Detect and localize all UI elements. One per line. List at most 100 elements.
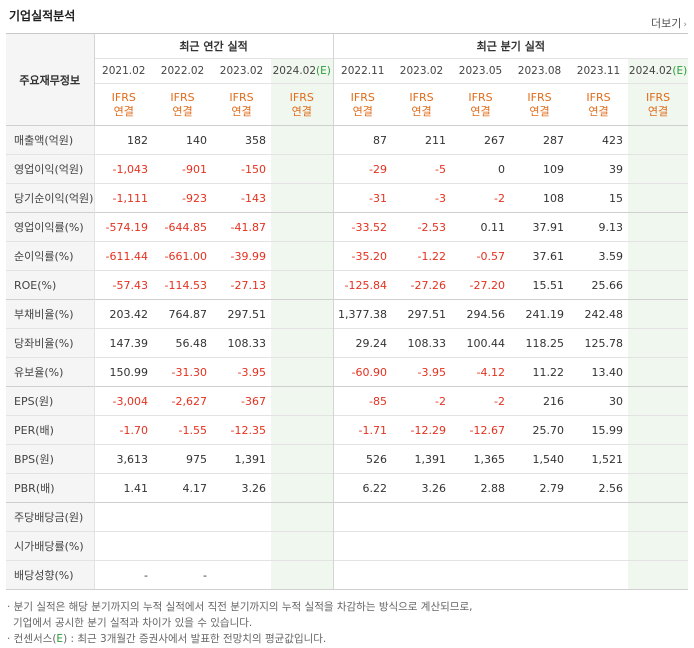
table-cell	[628, 299, 689, 329]
period-header: 2023.02	[212, 58, 271, 84]
table-cell	[94, 531, 153, 561]
ifrs-text: IFRS	[527, 90, 552, 104]
table-cell: -611.44	[94, 241, 153, 271]
table-row: PBR(배) 1.41 4.17 3.26 6.22 3.26 2.88 2.79 2.56	[6, 473, 689, 503]
table-cell	[569, 531, 629, 561]
table-cell: -27.26	[392, 270, 452, 300]
table-cell: -5	[392, 154, 452, 184]
table-cell	[451, 502, 511, 532]
table-cell: 15	[569, 183, 629, 213]
table-cell	[628, 241, 689, 271]
ifrs-label: IFRS 연결	[392, 83, 452, 126]
table-cell: -367	[212, 386, 271, 416]
table-cell: 3.26	[212, 473, 271, 503]
footnote: · 분기 실적은 해당 분기까지의 누적 실적에서 직전 분기까지의 누적 실적…	[7, 601, 473, 613]
table-cell: 211	[392, 125, 452, 155]
table-cell	[271, 299, 334, 329]
consolidated-text: 연결	[470, 104, 491, 118]
table-row: EPS(원) -3,004 -2,627 -367 -85 -2 -2 216 30	[6, 386, 689, 416]
consolidated-text: 연결	[647, 104, 669, 118]
table-cell: 2.56	[569, 473, 629, 503]
table-cell	[271, 357, 334, 387]
table-cell: 109	[510, 154, 570, 184]
table-cell	[510, 502, 570, 532]
table-cell	[628, 357, 689, 387]
table-cell	[271, 270, 334, 300]
footnotes: · 분기 실적은 해당 분기까지의 누적 실적에서 직전 분기까지의 누적 실적…	[7, 599, 472, 647]
table-cell: -85	[333, 386, 393, 416]
row-label: 주당배당금(원)	[6, 502, 95, 532]
consolidated-text: 연결	[113, 104, 134, 118]
table-cell: -923	[153, 183, 212, 213]
table-cell: 423	[569, 125, 629, 155]
row-label: 시가배당률(%)	[6, 531, 95, 561]
row-header-label: 주요재무정보	[6, 33, 95, 126]
row-label: 매출액(억원)	[6, 125, 95, 155]
table-cell: 118.25	[510, 328, 570, 358]
table-cell	[628, 183, 689, 213]
table-cell: 56.48	[153, 328, 212, 358]
row-label: 부채비율(%)	[6, 299, 95, 329]
chevron-right-icon: ›	[683, 20, 687, 30]
table-cell: -	[94, 560, 153, 590]
row-label: ROE(%)	[6, 270, 95, 300]
table-cell: -12.67	[451, 415, 511, 445]
header-group-row: 주요재무정보 최근 연간 실적 최근 분기 실적	[6, 33, 689, 126]
period-header: 2021.02	[94, 58, 153, 84]
consolidated-text: 연결	[172, 104, 193, 118]
table-cell: -2	[451, 386, 511, 416]
table-cell: 13.40	[569, 357, 629, 387]
ifrs-label: IFRS 연결	[451, 83, 511, 126]
table-cell: -2	[392, 386, 452, 416]
period-header: 2023.02	[392, 58, 452, 84]
table-row: 부채비율(%) 203.42 764.87 297.51 1,377.38 297.51 2…	[6, 299, 689, 329]
table-cell: -12.29	[392, 415, 452, 445]
table-cell: 1,540	[510, 444, 570, 474]
table-cell: -3.95	[392, 357, 452, 387]
table-cell: 2.88	[451, 473, 511, 503]
consolidated-text: 연결	[588, 104, 609, 118]
table-cell: 29.24	[333, 328, 393, 358]
table-cell	[628, 270, 689, 300]
table-cell: 242.48	[569, 299, 629, 329]
table-cell	[392, 560, 452, 590]
ifrs-text: IFRS	[409, 90, 434, 104]
table-cell: 764.87	[153, 299, 212, 329]
table-cell	[628, 444, 689, 474]
ifrs-text: IFRS	[350, 90, 375, 104]
table-cell: -2	[451, 183, 511, 213]
table-cell: 100.44	[451, 328, 511, 358]
more-link[interactable]: 더보기 ›	[651, 15, 687, 31]
table-cell: -3	[392, 183, 452, 213]
table-cell: 297.51	[212, 299, 271, 329]
table-cell: 1,365	[451, 444, 511, 474]
table-cell: -31	[333, 183, 393, 213]
row-label: 영업이익(억원)	[6, 154, 95, 184]
ifrs-text: IFRS	[229, 90, 254, 104]
ifrs-label: IFRS 연결	[628, 83, 689, 126]
table-cell: 297.51	[392, 299, 452, 329]
table-cell	[628, 154, 689, 184]
table-cell: -125.84	[333, 270, 393, 300]
period-header: 2023.05	[451, 58, 511, 84]
estimate-mark: (E)	[316, 65, 331, 77]
table-cell	[628, 415, 689, 445]
section-title: 기업실적분석	[9, 9, 76, 23]
table-cell: 975	[153, 444, 212, 474]
table-cell	[333, 560, 393, 590]
table-cell	[628, 212, 689, 242]
consolidated-text: 연결	[291, 104, 312, 118]
table-cell	[271, 328, 334, 358]
consolidated-text: 연결	[529, 104, 550, 118]
table-row: 당좌비율(%) 147.39 56.48 108.33 29.24 108.33 100.4…	[6, 328, 689, 358]
table-row: 시가배당률(%)	[6, 531, 689, 561]
table-cell: -1.70	[94, 415, 153, 445]
quarter-group-header: 최근 분기 실적	[333, 33, 689, 59]
row-label: 유보율(%)	[6, 357, 95, 387]
table-cell: 15.99	[569, 415, 629, 445]
table-row: 영업이익(억원) -1,043 -901 -150 -29 -5 0 109 39	[6, 154, 689, 184]
period-header: 2022.02	[153, 58, 212, 84]
table-cell: -1.71	[333, 415, 393, 445]
table-cell	[451, 531, 511, 561]
row-label: 당좌비율(%)	[6, 328, 95, 358]
